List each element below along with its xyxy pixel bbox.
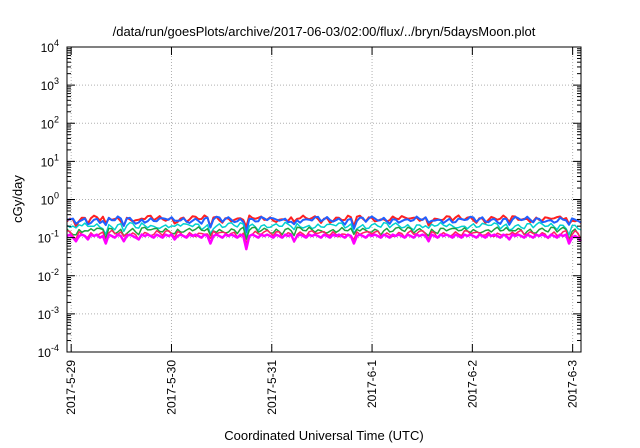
y-tick-label: 10-1 — [38, 229, 59, 246]
y-tick-labels: 10-4 10-3 10-2 10-1 100 101 102 103 104 — [38, 38, 59, 360]
plot-series — [66, 214, 582, 251]
y-tick-label: 10-3 — [38, 305, 59, 322]
series-line — [66, 221, 582, 238]
y-tick-label: 10-2 — [38, 267, 59, 284]
x-tick-label: 2017-6-1 — [365, 360, 379, 408]
series-line — [66, 233, 582, 251]
x-tick-label: 2017-6-3 — [566, 360, 580, 408]
y-tick-label: 102 — [41, 114, 59, 131]
y-tick-label: 100 — [41, 191, 59, 208]
y-tick-label: 103 — [41, 76, 59, 93]
x-tick-label: 2017-5-30 — [164, 360, 178, 415]
y-tick-label: 10-4 — [38, 343, 59, 360]
series-line — [66, 215, 582, 234]
y-tick-label: 104 — [41, 38, 59, 55]
x-tick-label: 2017-5-31 — [265, 360, 279, 415]
x-tick-labels: 2017-5-29 2017-5-30 2017-5-31 2017-6-1 2017-… — [64, 360, 579, 415]
plot-frame — [66, 46, 582, 353]
y-axis-label: cGy/day — [10, 175, 25, 223]
axis-ticks — [67, 46, 581, 353]
chart-title: /data/run/goesPlots/archive/2017-06-03/0… — [113, 24, 536, 39]
y-tick-label: 101 — [41, 152, 59, 169]
x-tick-label: 2017-5-29 — [64, 360, 78, 415]
x-axis-label: Coordinated Universal Time (UTC) — [224, 428, 423, 443]
grid-lines — [67, 47, 581, 352]
x-tick-label: 2017-6-2 — [465, 360, 479, 408]
